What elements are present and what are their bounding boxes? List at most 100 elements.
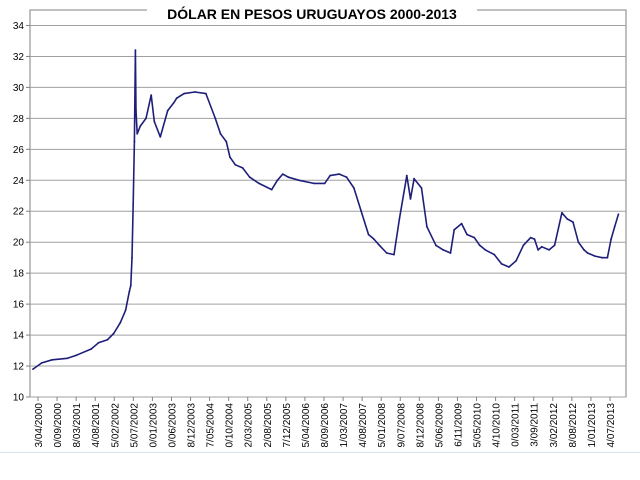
- x-tick-label: 8/03/2001: [72, 403, 83, 448]
- data-point: [194, 91, 196, 93]
- data-point: [460, 222, 463, 225]
- data-point: [214, 117, 217, 120]
- data-point: [132, 202, 135, 205]
- data-point: [453, 228, 456, 231]
- data-point: [360, 210, 363, 213]
- data-point: [124, 309, 127, 312]
- x-tick-label: 2/08/2005: [263, 403, 274, 448]
- y-tick-label: 26: [13, 145, 25, 156]
- data-point: [106, 338, 109, 341]
- data-point: [90, 348, 93, 350]
- data-point: [166, 109, 169, 112]
- y-tick-label: 14: [13, 331, 25, 342]
- y-tick-label: 30: [13, 83, 25, 94]
- data-point: [287, 176, 290, 179]
- x-tick-label: 5/05/2010: [473, 403, 484, 448]
- y-tick-label: 20: [13, 238, 25, 249]
- data-point: [409, 198, 412, 200]
- data-point: [378, 244, 381, 247]
- data-point: [405, 174, 408, 177]
- x-tick-label: 4/10/2010: [492, 403, 503, 448]
- data-point: [385, 252, 388, 254]
- data-point: [329, 174, 331, 177]
- y-tick-label: 10: [13, 393, 25, 404]
- data-point: [442, 249, 445, 251]
- data-point: [338, 173, 341, 176]
- chart: 10 12 14 16 18 20 22 24 26 28 30 32 34 3/04/2000 0/09…: [13, 4, 627, 448]
- data-point: [205, 92, 207, 95]
- data-point: [172, 102, 175, 104]
- data-point: [175, 97, 178, 100]
- data-point: [522, 244, 525, 247]
- data-point: [75, 354, 78, 357]
- data-point: [583, 249, 585, 251]
- y-tick-label: 32: [13, 52, 25, 63]
- data-point: [258, 182, 260, 185]
- x-tick-label: 2/03/2005: [244, 403, 255, 448]
- data-point: [515, 259, 517, 262]
- data-point: [367, 233, 370, 236]
- data-point: [466, 233, 468, 236]
- data-point: [493, 253, 496, 256]
- data-point: [529, 236, 532, 239]
- data-point: [234, 163, 237, 166]
- data-point: [553, 244, 556, 247]
- data-point: [586, 252, 589, 254]
- data-point: [153, 120, 156, 123]
- data-point: [601, 256, 603, 259]
- data-point: [145, 117, 147, 120]
- data-point: [133, 140, 136, 143]
- data-point: [393, 253, 395, 256]
- data-point: [548, 249, 550, 251]
- data-point: [540, 245, 543, 248]
- data-point: [373, 238, 375, 241]
- y-tick-label: 16: [13, 300, 25, 311]
- data-point: [298, 179, 300, 182]
- data-point: [500, 263, 503, 265]
- data-point: [572, 221, 574, 224]
- data-point: [398, 218, 401, 220]
- plot-area: [29, 9, 627, 398]
- data-point: [131, 256, 133, 259]
- y-tick-label: 12: [13, 362, 25, 373]
- data-point: [508, 266, 510, 268]
- data-point: [312, 182, 315, 185]
- x-tick-label: 4/07/2013: [606, 403, 617, 448]
- x-tick-label: 1/01/2013: [587, 403, 598, 448]
- data-points: [32, 49, 620, 370]
- data-point: [420, 187, 423, 189]
- x-tick-label: 3/04/2000: [34, 403, 45, 448]
- data-point: [270, 188, 273, 191]
- x-tick-label: 3/09/2011: [530, 403, 541, 447]
- data-point: [537, 249, 539, 251]
- x-tick-label: 8/12/2003: [187, 403, 198, 448]
- data-point: [32, 368, 34, 370]
- data-point: [345, 176, 348, 179]
- y-tick-label: 22: [13, 207, 25, 218]
- title-box: [147, 4, 477, 24]
- data-point: [353, 187, 355, 189]
- x-tick-label: 8/09/2006: [320, 403, 331, 448]
- data-point: [561, 211, 563, 214]
- data-point: [323, 182, 326, 185]
- data-point: [66, 357, 69, 360]
- chart-frame: 10 12 14 16 18 20 22 24 26 28 30 32 34 3/04/2000 0/09…: [13, 4, 627, 448]
- x-tick-label: 1/03/2007: [339, 403, 350, 448]
- data-point: [484, 249, 487, 251]
- data-point: [248, 176, 251, 179]
- data-point: [566, 218, 569, 220]
- data-point: [139, 125, 142, 127]
- data-point: [533, 238, 536, 241]
- x-tick-label: 8/12/2008: [415, 403, 426, 448]
- data-point: [577, 241, 580, 244]
- x-tick-label: 5/01/2008: [377, 403, 388, 448]
- x-tick-label: 3/02/2012: [549, 403, 560, 448]
- bottom-border: [0, 452, 640, 453]
- data-point: [606, 256, 609, 259]
- data-point: [40, 362, 43, 364]
- x-tick-label: 9/07/2008: [396, 403, 407, 448]
- data-point: [617, 213, 620, 216]
- x-tick-label: 7/05/2004: [206, 403, 217, 448]
- x-axis-ticks: 3/04/2000 0/09/2000 8/03/2001 4/08/2001 5/02…: [34, 397, 617, 448]
- data-point: [281, 173, 284, 176]
